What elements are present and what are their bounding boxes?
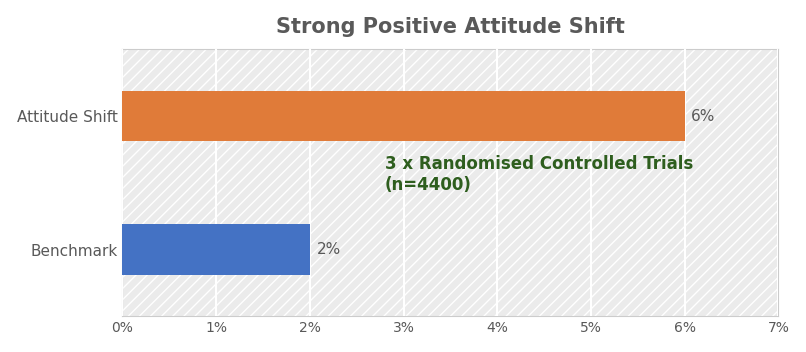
- Bar: [123, 224, 310, 275]
- Text: 2%: 2%: [317, 242, 341, 257]
- Bar: [123, 183, 779, 316]
- Bar: [123, 49, 779, 183]
- Text: 6%: 6%: [692, 109, 716, 124]
- Title: Strong Positive Attitude Shift: Strong Positive Attitude Shift: [276, 17, 625, 37]
- Bar: [123, 91, 684, 142]
- Text: 3 x Randomised Controlled Trials
(n=4400): 3 x Randomised Controlled Trials (n=4400…: [384, 155, 693, 194]
